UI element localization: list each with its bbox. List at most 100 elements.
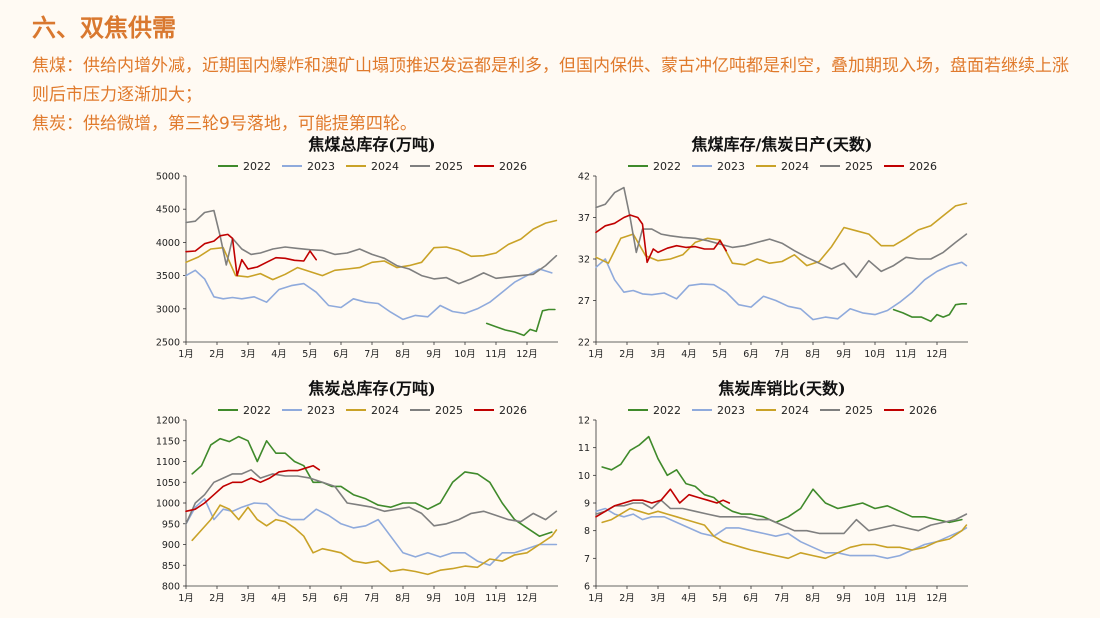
x-tick-label: 12月 (926, 593, 948, 604)
x-tick-label: 4月 (271, 593, 287, 604)
coking-coal-summary: 焦煤：供给内增外减，近期国内爆炸和澳矿山塌顶推迟发运都是利多，但国内保供、蒙古冲… (32, 56, 1069, 105)
y-tick-label: 8 (584, 526, 590, 537)
x-tick-label: 8月 (805, 593, 821, 604)
x-tick-label: 11月 (895, 593, 917, 604)
y-tick-label: 1100 (156, 457, 180, 468)
chart-svg: 焦煤总库存(万吨) 2022 2023 2024 2025 2026 2500 3000 350… (156, 135, 558, 360)
legend-label-2025: 2025 (845, 404, 873, 417)
chart-svg: 焦炭库销比(天数) 2022 2023 2024 2025 2026 6 7 8 9 10 11 12 1… (578, 379, 968, 604)
y-tick-label: 37 (578, 213, 590, 224)
x-tick-label: 12月 (516, 349, 538, 360)
y-tick-label: 32 (578, 255, 590, 266)
x-tick-label: 5月 (712, 349, 728, 360)
x-tick-label: 3月 (240, 593, 256, 604)
legend-label-2024: 2024 (371, 160, 399, 173)
x-tick-label: 2月 (209, 593, 225, 604)
x-tick-label: 10月 (454, 593, 476, 604)
x-tick-label: 4月 (271, 349, 287, 360)
y-tick-label: 9 (584, 499, 590, 510)
legend-label-2022: 2022 (243, 404, 271, 417)
x-tick-label: 7月 (774, 593, 790, 604)
coke-inventory-sales-ratio-chart: 焦炭库销比(天数) 2022 2023 2024 2025 2026 6 7 8 9 10 11 12 1… (550, 374, 990, 614)
legend-label-2026: 2026 (499, 404, 527, 417)
x-tick-label: 1月 (588, 593, 604, 604)
x-tick-label: 10月 (454, 349, 476, 360)
y-tick-label: 7 (584, 554, 590, 565)
x-tick-label: 6月 (333, 349, 349, 360)
chart-title: 焦炭总库存(万吨) (307, 379, 435, 398)
x-tick-label: 12月 (926, 349, 948, 360)
x-tick-label: 2月 (619, 593, 635, 604)
x-tick-label: 1月 (178, 593, 194, 604)
x-tick-label: 3月 (650, 593, 666, 604)
y-tick-label: 11 (578, 443, 590, 454)
x-tick-label: 10月 (864, 349, 886, 360)
x-tick-label: 6月 (333, 593, 349, 604)
legend-label-2023: 2023 (307, 160, 335, 173)
chart-svg: 焦煤库存/焦炭日产(天数) 2022 2023 2024 2025 2026 22 27 32 3… (578, 135, 968, 360)
y-tick-label: 1050 (156, 478, 180, 489)
y-tick-label: 27 (578, 296, 590, 307)
series-line-2025 (185, 469, 558, 527)
legend-label-2024: 2024 (781, 404, 809, 417)
coke-summary: 焦炭：供给微增，第三轮9号落地，可能提第四轮。 (32, 114, 417, 134)
y-tick-label: 950 (162, 519, 180, 530)
x-tick-label: 5月 (302, 593, 318, 604)
y-tick-label: 5000 (156, 172, 180, 183)
series-line-2023 (595, 507, 968, 560)
series-line-2023 (185, 268, 553, 321)
legend-label-2024: 2024 (781, 160, 809, 173)
y-tick-label: 800 (162, 582, 180, 593)
x-tick-label: 5月 (302, 349, 318, 360)
x-tick-label: 11月 (485, 349, 507, 360)
x-tick-label: 7月 (364, 349, 380, 360)
x-tick-label: 2月 (209, 349, 225, 360)
y-tick-label: 6 (584, 582, 590, 593)
legend-label-2023: 2023 (307, 404, 335, 417)
series-line-2025 (185, 209, 558, 285)
legend-label-2022: 2022 (653, 404, 681, 417)
legend-label-2022: 2022 (653, 160, 681, 173)
y-tick-label: 1000 (156, 499, 180, 510)
chart-title: 焦煤总库存(万吨) (307, 135, 435, 154)
chart-title: 焦煤库存/焦炭日产(天数) (691, 135, 873, 154)
legend-label-2026: 2026 (909, 404, 937, 417)
series-line-2026 (185, 233, 317, 277)
series-line-2026 (595, 214, 727, 264)
x-tick-label: 2月 (619, 349, 635, 360)
series-line-2023 (595, 258, 968, 321)
x-tick-label: 4月 (681, 349, 697, 360)
y-tick-label: 4000 (156, 238, 180, 249)
y-tick-label: 900 (162, 540, 180, 551)
legend-label-2024: 2024 (371, 404, 399, 417)
x-tick-label: 7月 (774, 349, 790, 360)
description-text: 焦煤：供给内增外减，近期国内爆炸和澳矿山塌顶推迟发运都是利多，但国内保供、蒙古冲… (32, 52, 1082, 139)
series-line-2024 (601, 507, 968, 560)
x-tick-label: 1月 (178, 349, 194, 360)
x-tick-label: 4月 (681, 593, 697, 604)
series-line-2025 (595, 499, 968, 535)
x-tick-label: 11月 (485, 593, 507, 604)
legend-label-2022: 2022 (243, 160, 271, 173)
x-tick-label: 9月 (426, 349, 442, 360)
x-tick-label: 9月 (836, 593, 852, 604)
x-tick-label: 9月 (426, 593, 442, 604)
series-line-2025 (595, 186, 968, 279)
legend-label-2026: 2026 (499, 160, 527, 173)
y-tick-label: 4500 (156, 205, 180, 216)
x-tick-label: 5月 (712, 593, 728, 604)
y-tick-label: 3500 (156, 271, 180, 282)
series-line-2024 (191, 504, 558, 576)
y-tick-label: 2500 (156, 338, 180, 349)
legend-label-2026: 2026 (909, 160, 937, 173)
x-tick-label: 7月 (364, 593, 380, 604)
x-tick-label: 8月 (805, 349, 821, 360)
coking-coal-inventory-days-chart: 焦煤库存/焦炭日产(天数) 2022 2023 2024 2025 2026 22 27 32 3… (550, 130, 990, 370)
legend-label-2023: 2023 (717, 404, 745, 417)
y-tick-label: 22 (578, 338, 590, 349)
x-tick-label: 6月 (743, 349, 759, 360)
coke-total-inventory-chart: 焦炭总库存(万吨) 2022 2023 2024 2025 2026 800 850 900 95… (140, 374, 580, 614)
y-tick-label: 1150 (156, 436, 180, 447)
chart-title: 焦炭库销比(天数) (717, 379, 845, 398)
legend-label-2025: 2025 (845, 160, 873, 173)
